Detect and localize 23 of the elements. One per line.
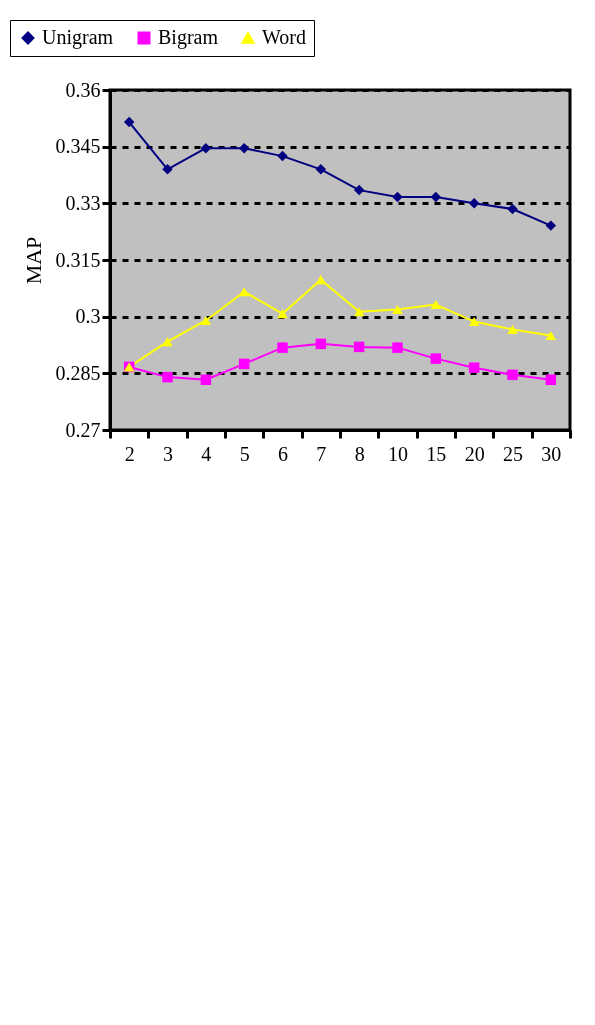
x-tick-label: 8 — [354, 442, 365, 465]
y-tick-label: 0.33 — [65, 191, 101, 214]
legend-label: Unigram — [42, 26, 114, 49]
x-tick-label: 15 — [426, 442, 447, 465]
x-tick-label: 4 — [201, 442, 212, 465]
x-tick-label: 5 — [239, 442, 250, 465]
x-tick-label: 6 — [278, 442, 288, 465]
x-tick-label: 3 — [163, 442, 173, 465]
x-tick-label: 20 — [464, 442, 485, 465]
x-tick-label: 25 — [503, 442, 523, 465]
y-tick-label: 0.315 — [55, 248, 101, 271]
y-tick-label: 0.27 — [65, 418, 101, 441]
y-axis-title: MAP — [20, 236, 46, 285]
y-tick-label: 0.285 — [55, 361, 101, 384]
y-tick-label: 0.3 — [75, 305, 101, 328]
x-tick-label: 30 — [541, 442, 562, 465]
x-tick-label: 7 — [316, 442, 327, 465]
y-tick-label: 0.345 — [55, 135, 101, 158]
x-tick-label: 2 — [124, 442, 135, 465]
x-tick-label: 10 — [388, 442, 408, 465]
legend-label: Bigram — [158, 26, 219, 49]
legend-label: Word — [262, 26, 306, 48]
y-tick-label: 0.36 — [65, 78, 101, 101]
